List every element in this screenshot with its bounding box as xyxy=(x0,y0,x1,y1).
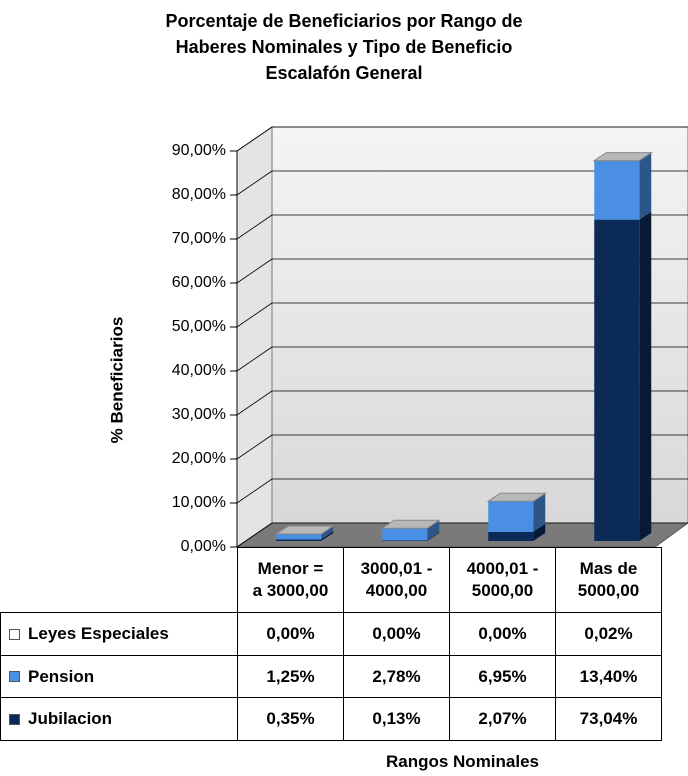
bar-top xyxy=(380,519,441,529)
legend-entry: Pension xyxy=(0,655,238,698)
table-value: 0,00% xyxy=(237,612,344,656)
legend-swatch xyxy=(9,628,20,640)
table-value: 73,04% xyxy=(555,697,662,741)
bar xyxy=(382,540,428,541)
x-tick-label: Mas de 5000,00 xyxy=(555,547,662,613)
bar-top xyxy=(274,525,335,535)
table-value: 0,00% xyxy=(449,612,556,656)
bar-top xyxy=(592,152,653,162)
bar-side xyxy=(427,520,440,541)
bar xyxy=(594,219,640,541)
grid-line xyxy=(236,522,273,548)
table-value: 6,95% xyxy=(449,655,556,698)
legend-label: Pension xyxy=(28,666,95,686)
legend-label: Jubilacion xyxy=(28,709,113,728)
table-value: 0,02% xyxy=(555,612,662,656)
table-value: 0,00% xyxy=(343,612,450,656)
y-tick-label: 10,00% xyxy=(172,494,226,511)
bar-top xyxy=(486,492,547,502)
grid-line xyxy=(236,434,273,460)
grid-line xyxy=(236,346,273,372)
grid-line xyxy=(236,302,273,328)
table-value: 0,35% xyxy=(237,697,344,741)
legend-swatch xyxy=(9,713,20,725)
legend-swatch xyxy=(9,671,20,682)
side-wall xyxy=(236,126,273,548)
bar xyxy=(488,531,534,541)
y-tick-label: 50,00% xyxy=(172,318,226,335)
chart-title: Porcentaje de Beneficiarios por Rango de… xyxy=(165,11,523,83)
x-axis-title: Rangos Nominales xyxy=(385,752,540,771)
x-tick-label: 4000,01 - 5000,00 xyxy=(449,547,556,613)
table-value: 0,13% xyxy=(343,697,450,741)
bar-side xyxy=(321,531,334,541)
grid-line xyxy=(236,214,273,240)
table-value: 2,07% xyxy=(449,697,556,741)
y-tick-label: 20,00% xyxy=(172,450,226,467)
y-tick-label: 60,00% xyxy=(172,274,226,291)
bar-side xyxy=(639,152,652,220)
bar-side xyxy=(321,525,334,540)
bar xyxy=(382,528,428,541)
table-value: 1,25% xyxy=(237,655,344,698)
legend-entry: Jubilacion xyxy=(0,697,238,741)
x-tick-label: Menor = a 3000,00 xyxy=(237,547,344,613)
y-tick-label: 70,00% xyxy=(172,230,226,247)
y-tick-label: 30,00% xyxy=(172,406,226,423)
table-value: 13,40% xyxy=(555,655,662,698)
y-tick-label: 40,00% xyxy=(172,362,226,379)
legend-label: Leyes Especiales xyxy=(28,624,169,643)
legend-entry: Leyes Especiales xyxy=(0,612,238,656)
grid-line xyxy=(236,478,273,504)
bar xyxy=(276,533,322,540)
bar xyxy=(276,539,322,541)
bar-side xyxy=(427,532,440,541)
bar-side xyxy=(533,523,546,541)
y-axis-title: % Beneficiarios xyxy=(107,317,126,444)
grid-line xyxy=(236,170,273,196)
table-value: 2,78% xyxy=(343,655,450,698)
x-tick-label: 3000,01 - 4000,00 xyxy=(343,547,450,613)
grid-line xyxy=(236,390,273,416)
y-tick-label: 0,00% xyxy=(181,538,226,555)
bar-side xyxy=(533,493,546,532)
bar-side xyxy=(639,211,652,541)
y-tick-label: 80,00% xyxy=(172,186,226,203)
grid-line xyxy=(236,126,273,152)
bar xyxy=(594,160,640,220)
grid-line xyxy=(236,258,273,284)
bar xyxy=(488,501,534,532)
y-tick-label: 90,00% xyxy=(172,142,226,159)
